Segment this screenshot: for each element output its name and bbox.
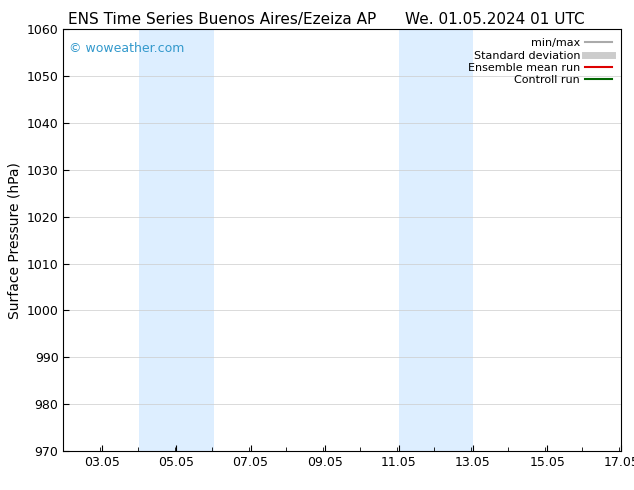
Bar	[139, 29, 214, 451]
Text: We. 01.05.2024 01 UTC: We. 01.05.2024 01 UTC	[404, 12, 585, 27]
Bar	[399, 29, 473, 451]
Y-axis label: Surface Pressure (hPa): Surface Pressure (hPa)	[7, 162, 21, 318]
Text: ENS Time Series Buenos Aires/Ezeiza AP: ENS Time Series Buenos Aires/Ezeiza AP	[68, 12, 376, 27]
Legend: min/max, Standard deviation, Ensemble mean run, Controll run: min/max, Standard deviation, Ensemble me…	[465, 35, 616, 88]
Text: © woweather.com: © woweather.com	[69, 42, 184, 55]
